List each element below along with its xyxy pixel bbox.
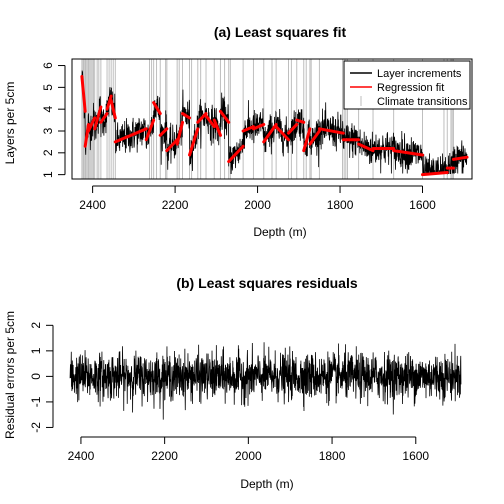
- regression-fit-segment: [109, 98, 117, 120]
- legend-label-0: Layer increments: [377, 68, 462, 80]
- panel-a-y-tick-label: 3: [41, 127, 55, 134]
- regression-fit-segment: [286, 122, 299, 135]
- regression-fit-segment: [302, 127, 312, 153]
- panel-b-y-tick-label: 2: [29, 322, 43, 329]
- panel-b-ylabel: Residual errors per 5cm: [3, 311, 17, 439]
- panel-a-y-tick-label: 4: [41, 106, 55, 113]
- regression-fit-segment: [144, 118, 156, 142]
- panel-a-regression-fit: [80, 74, 469, 177]
- regression-fit-segment: [105, 94, 113, 111]
- panel-a-layer-increments: [81, 70, 468, 175]
- regression-fit-segment: [165, 138, 179, 153]
- regression-fit-segment: [204, 114, 216, 129]
- regression-fit-segment: [83, 122, 90, 148]
- panel-a-x-tick-label: 2200: [162, 198, 189, 212]
- panel-a-y-tick-label: 6: [41, 62, 55, 69]
- panel-b-y-tick-label: -2: [29, 422, 43, 433]
- regression-fit-segment: [152, 101, 162, 116]
- panel-a-y-tick-label: 2: [41, 149, 55, 156]
- panel-a-ylabel: Layers per 5cm: [3, 82, 17, 165]
- regression-fit-segment: [86, 116, 97, 133]
- regression-fit-segment: [227, 144, 245, 164]
- regression-fit-segment: [93, 105, 103, 131]
- panel-b: (b) Least squares residuals Depth (m) Re…: [3, 275, 462, 491]
- panel-a-title: (a) Least squares fit: [214, 24, 347, 40]
- panel-b-residuals: [69, 342, 462, 420]
- panel-b-y-tick-label: 0: [29, 373, 43, 380]
- panel-b-x-tick-label: 2200: [151, 449, 178, 463]
- panel-b-x-axis: 2400 2200 2000 1800 1600: [68, 436, 429, 463]
- regression-fit-segment: [251, 122, 266, 131]
- panel-b-y-tick-label: 1: [29, 347, 43, 354]
- regression-fit-segment: [181, 112, 192, 120]
- regression-fit-segment: [113, 127, 148, 144]
- panel-b-x-tick-label: 1800: [319, 449, 346, 463]
- regression-fit-segment: [357, 142, 375, 153]
- panel-b-x-tick-label: 2000: [235, 449, 262, 463]
- regression-fit-segment: [175, 120, 185, 146]
- legend-label-1: Regression fit: [377, 82, 444, 94]
- panel-b-y-axis: -2 -1 0 1 2: [29, 322, 54, 433]
- regression-fit-segment: [241, 125, 255, 133]
- regression-fit-segment: [295, 118, 306, 124]
- panel-a: (a) Least squares fit Depth (m) Layers p…: [3, 24, 473, 239]
- regression-fit-segment: [274, 125, 290, 142]
- panel-a-x-tick-label: 2000: [244, 198, 271, 212]
- panel-a-y-axis: 1 2 3 4 5 6: [41, 62, 66, 178]
- regression-fit-segment: [80, 74, 87, 113]
- regression-fit-segment: [421, 170, 449, 177]
- panel-a-xlabel: Depth (m): [253, 225, 306, 239]
- regression-fit-segment: [317, 127, 345, 135]
- regression-fit-segment: [99, 112, 109, 124]
- panel-b-x-tick-label: 1600: [402, 449, 429, 463]
- panel-a-x-axis: 2400 2200 2000 1800 1600: [79, 185, 436, 212]
- panel-b-title: (b) Least squares residuals: [176, 275, 358, 291]
- panel-a-plot-box: [71, 58, 473, 180]
- regression-fit-segment: [158, 127, 169, 137]
- layer-increments-series: [81, 70, 468, 175]
- panel-b-x-tick-label: 2400: [68, 449, 95, 463]
- legend-box: [343, 60, 471, 110]
- panel-b-y-tick-label: -1: [29, 396, 43, 407]
- regression-fit-segment: [451, 155, 469, 161]
- panel-a-x-tick-label: 1800: [327, 198, 354, 212]
- regression-fit-segment: [196, 112, 208, 124]
- panel-a-y-tick-label: 1: [41, 171, 55, 178]
- panel-a-y-tick-label: 5: [41, 84, 55, 91]
- panel-a-x-tick-label: 1600: [409, 198, 436, 212]
- regression-fit-segment: [308, 129, 321, 146]
- panel-b-xlabel: Depth (m): [240, 477, 293, 491]
- regression-fit-segment: [392, 149, 425, 157]
- panel-a-x-tick-label: 2400: [79, 198, 106, 212]
- regression-fit-segment: [262, 122, 278, 144]
- panel-a-legend: Layer increments Regression fit Climate tr…: [343, 60, 471, 110]
- regression-fit-segment: [188, 127, 200, 157]
- regression-fit-segment: [212, 118, 222, 137]
- regression-fit-segment: [218, 109, 231, 124]
- legend-label-2: Climate transitions: [377, 96, 468, 108]
- residuals-series: [69, 342, 462, 420]
